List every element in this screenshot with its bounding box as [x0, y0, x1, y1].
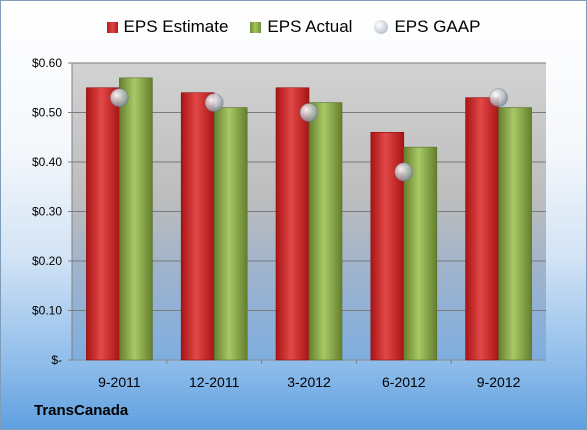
bar-eps-estimate	[465, 97, 499, 361]
bar-eps-actual	[498, 107, 532, 361]
y-tick-label: $0.50	[32, 106, 62, 120]
y-tick-label: $0.40	[32, 155, 62, 169]
y-tick-label: $0.30	[32, 205, 62, 219]
x-tick-label: 3-2012	[287, 374, 331, 390]
y-tick-label: $0.60	[32, 56, 62, 70]
legend-item-eps-estimate: EPS Estimate	[106, 17, 229, 37]
bars	[86, 77, 532, 361]
y-tick-label: $-	[51, 353, 62, 367]
bar-eps-actual	[308, 102, 343, 361]
y-axis-tick-labels: $- $0.10 $0.20 $0.30 $0.40 $0.50 $0.60	[32, 56, 62, 367]
x-axis-tick-labels: 9-2011 12-2011 3-2012 6-2012 9-2012	[98, 374, 520, 390]
marker-eps-gaap	[394, 162, 414, 182]
legend-swatch-eps-estimate	[106, 21, 118, 33]
legend: EPS Estimate EPS Actual EPS GAAP	[1, 17, 586, 37]
bar-eps-estimate	[180, 92, 215, 361]
marker-eps-gaap	[299, 103, 319, 122]
y-tick-label: $0.20	[32, 254, 62, 268]
legend-item-eps-actual: EPS Actual	[250, 17, 352, 37]
y-tick-label: $0.10	[32, 304, 62, 318]
bar-eps-actual	[213, 107, 248, 361]
x-tick-label: 9-2011	[98, 374, 141, 390]
x-tick-label: 12-2011	[189, 374, 240, 390]
legend-swatch-eps-gaap	[374, 20, 389, 34]
bar-eps-actual	[119, 77, 153, 361]
legend-label-eps-gaap: EPS GAAP	[394, 17, 481, 36]
legend-item-eps-gaap: EPS GAAP	[374, 17, 480, 37]
x-tick-label: 6-2012	[382, 374, 426, 390]
bar-eps-estimate	[86, 87, 120, 361]
legend-label-eps-estimate: EPS Estimate	[123, 17, 229, 36]
marker-eps-gaap	[110, 88, 129, 107]
x-tick-label: 9-2012	[477, 374, 521, 390]
marker-eps-gaap	[204, 93, 224, 112]
legend-label-eps-actual: EPS Actual	[267, 17, 353, 36]
legend-swatch-eps-actual	[250, 21, 262, 33]
bar-eps-estimate	[275, 87, 310, 361]
company-name: TransCanada	[34, 402, 129, 419]
gaap-markers	[110, 88, 508, 182]
marker-eps-gaap	[489, 88, 508, 107]
bar-eps-actual	[403, 146, 438, 361]
